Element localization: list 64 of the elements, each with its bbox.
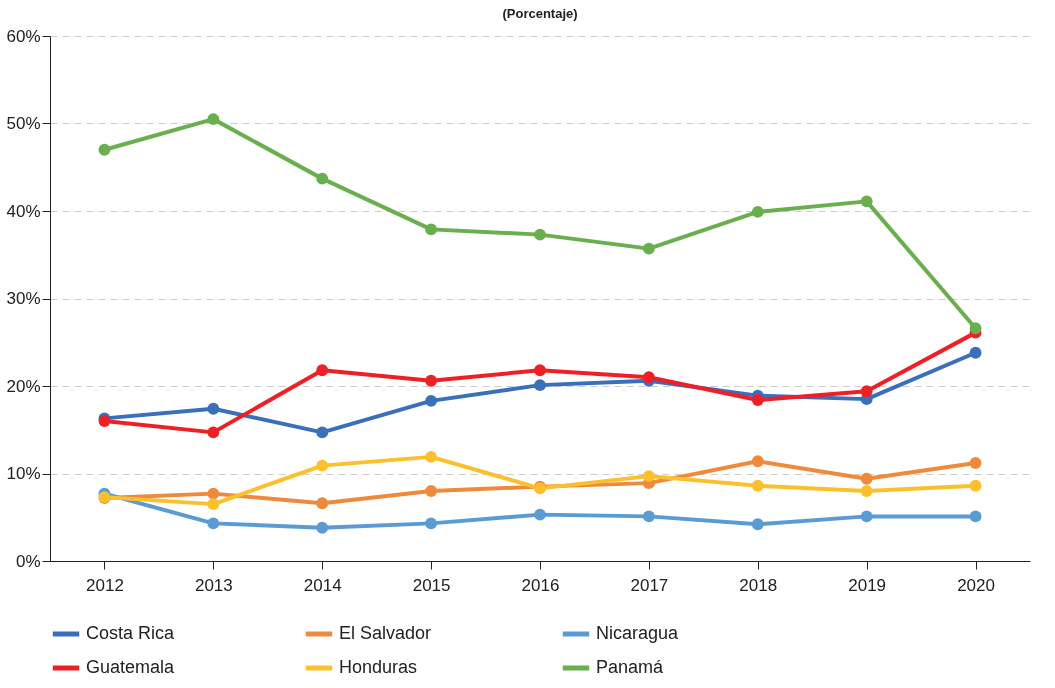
x-tick-label: 2020: [957, 575, 995, 595]
point: [425, 450, 438, 463]
y-tick-label: 30%: [6, 289, 41, 308]
chart-title: (Porcentaje): [502, 6, 578, 21]
point: [425, 374, 438, 387]
point: [316, 426, 329, 439]
point: [316, 172, 329, 185]
x-tick-label: 2014: [303, 575, 342, 595]
x-tick-label: 2019: [848, 575, 887, 595]
point: [642, 242, 655, 255]
x-tick-label: 2016: [521, 575, 560, 595]
point: [969, 457, 982, 469]
point: [751, 205, 764, 218]
point: [425, 485, 438, 497]
x-tick-label: 2013: [194, 575, 233, 595]
y-tick-label: 40%: [6, 201, 41, 221]
point: [207, 517, 220, 530]
point: [969, 479, 982, 492]
y-tick-label: 10%: [6, 464, 41, 483]
point: [642, 510, 655, 523]
legend-label: Panamá: [596, 657, 665, 677]
point: [425, 394, 438, 407]
legend-label: Nicaragua: [596, 623, 680, 643]
point: [207, 487, 220, 500]
point: [860, 485, 873, 497]
point: [860, 472, 873, 485]
point: [534, 364, 546, 377]
x-tick-label: 2017: [630, 575, 669, 595]
point: [969, 346, 982, 359]
point: [860, 385, 873, 398]
x-tick-label: 2012: [86, 575, 124, 595]
point: [534, 379, 546, 392]
point: [425, 223, 438, 236]
point: [969, 510, 982, 523]
legend-label: El Salvador: [339, 623, 432, 643]
point: [316, 497, 329, 510]
point: [316, 364, 329, 377]
point: [751, 479, 764, 492]
point: [425, 517, 438, 530]
point: [751, 518, 764, 531]
point: [207, 498, 220, 511]
point: [860, 510, 873, 523]
point: [534, 228, 546, 241]
y-tick-label: 60%: [6, 26, 41, 46]
legend-label: Guatemala: [86, 657, 176, 677]
point: [642, 470, 655, 483]
point: [751, 455, 764, 468]
point: [316, 521, 329, 534]
x-tick-label: 2015: [412, 575, 451, 595]
point: [207, 113, 220, 126]
legend-label: Honduras: [339, 657, 418, 677]
point: [98, 143, 111, 156]
y-tick-label: 20%: [6, 376, 41, 396]
point: [207, 426, 220, 439]
y-tick-label: 50%: [6, 114, 41, 133]
x-tick-label: 2018: [739, 575, 778, 595]
point: [751, 394, 764, 406]
point: [316, 459, 329, 472]
point: [860, 195, 873, 208]
point: [969, 322, 982, 335]
legend-label: Costa Rica: [86, 623, 176, 643]
y-tick-label: 0%: [15, 551, 41, 571]
point: [534, 508, 546, 521]
point: [207, 402, 220, 415]
